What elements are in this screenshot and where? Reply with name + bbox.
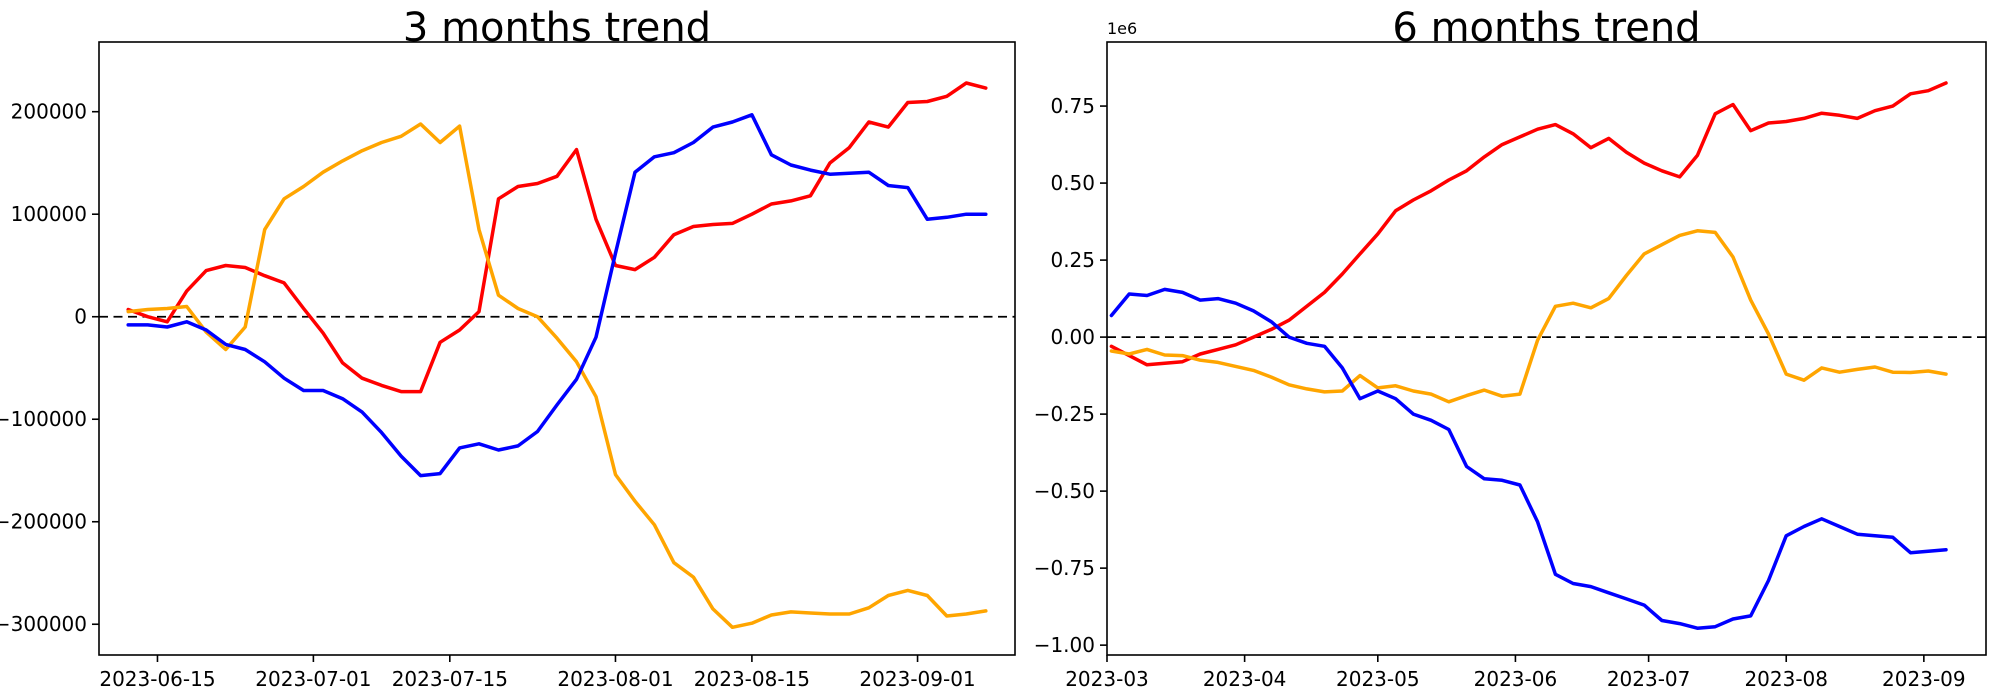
plot-3-months-trend: 2023-06-15 2023-07-01 2023-07-15 2023-08-01… (0, 41, 1016, 691)
y-tick-label: 200000 (11, 100, 87, 124)
y-tick-label: 0.75 (1050, 94, 1095, 118)
x-tick-label: 2023-03 (1065, 667, 1149, 691)
y-tick-label: 0.25 (1050, 248, 1095, 272)
y-tick-label: 0.00 (1050, 325, 1095, 349)
y-tick-label: −200000 (0, 510, 87, 534)
x-tick-label: 2023-07 (1607, 667, 1691, 691)
y-tick-label: −0.25 (1034, 402, 1095, 426)
y-tick-label: 100000 (11, 202, 87, 226)
plot-6-months-trend: 2023-03 2023-04 2023-05 2023-06 2023-07 2023-… (1034, 19, 1987, 691)
blue-line (1109, 287, 1948, 630)
x-tick-label: 2023-04 (1203, 667, 1287, 691)
y-tick-label: −300000 (0, 612, 87, 636)
x-tick-label: 2023-06 (1474, 667, 1558, 691)
y-tick-label: −100000 (0, 407, 87, 431)
x-tick-label: 2023-06-15 (99, 667, 215, 691)
x-tick-label: 2023-08-01 (557, 667, 673, 691)
y-axis-offset-label: 1e6 (1107, 19, 1137, 38)
x-tick-label: 2023-07-15 (392, 667, 508, 691)
red-line (126, 81, 988, 394)
y-tick-label: −1.00 (1034, 633, 1095, 657)
x-tick-label: 2023-08-15 (694, 667, 810, 691)
x-tick-label: 2023-09 (1882, 667, 1966, 691)
x-tick-label: 2023-05 (1336, 667, 1420, 691)
x-tick-label: 2023-08 (1744, 667, 1828, 691)
y-tick-label: −0.75 (1034, 556, 1095, 580)
y-tick-label: 0 (74, 305, 87, 329)
axes-spines (1106, 41, 1987, 656)
x-tick-label: 2023-09-01 (859, 667, 975, 691)
y-tick-label: 0.50 (1050, 171, 1095, 195)
x-tick-label: 2023-07-01 (255, 667, 371, 691)
red-line (1109, 81, 1948, 367)
y-tick-label: −0.50 (1034, 479, 1095, 503)
orange-line (126, 122, 988, 630)
orange-line (1109, 229, 1948, 404)
axes-spines (98, 41, 1016, 656)
blue-line (126, 113, 988, 478)
